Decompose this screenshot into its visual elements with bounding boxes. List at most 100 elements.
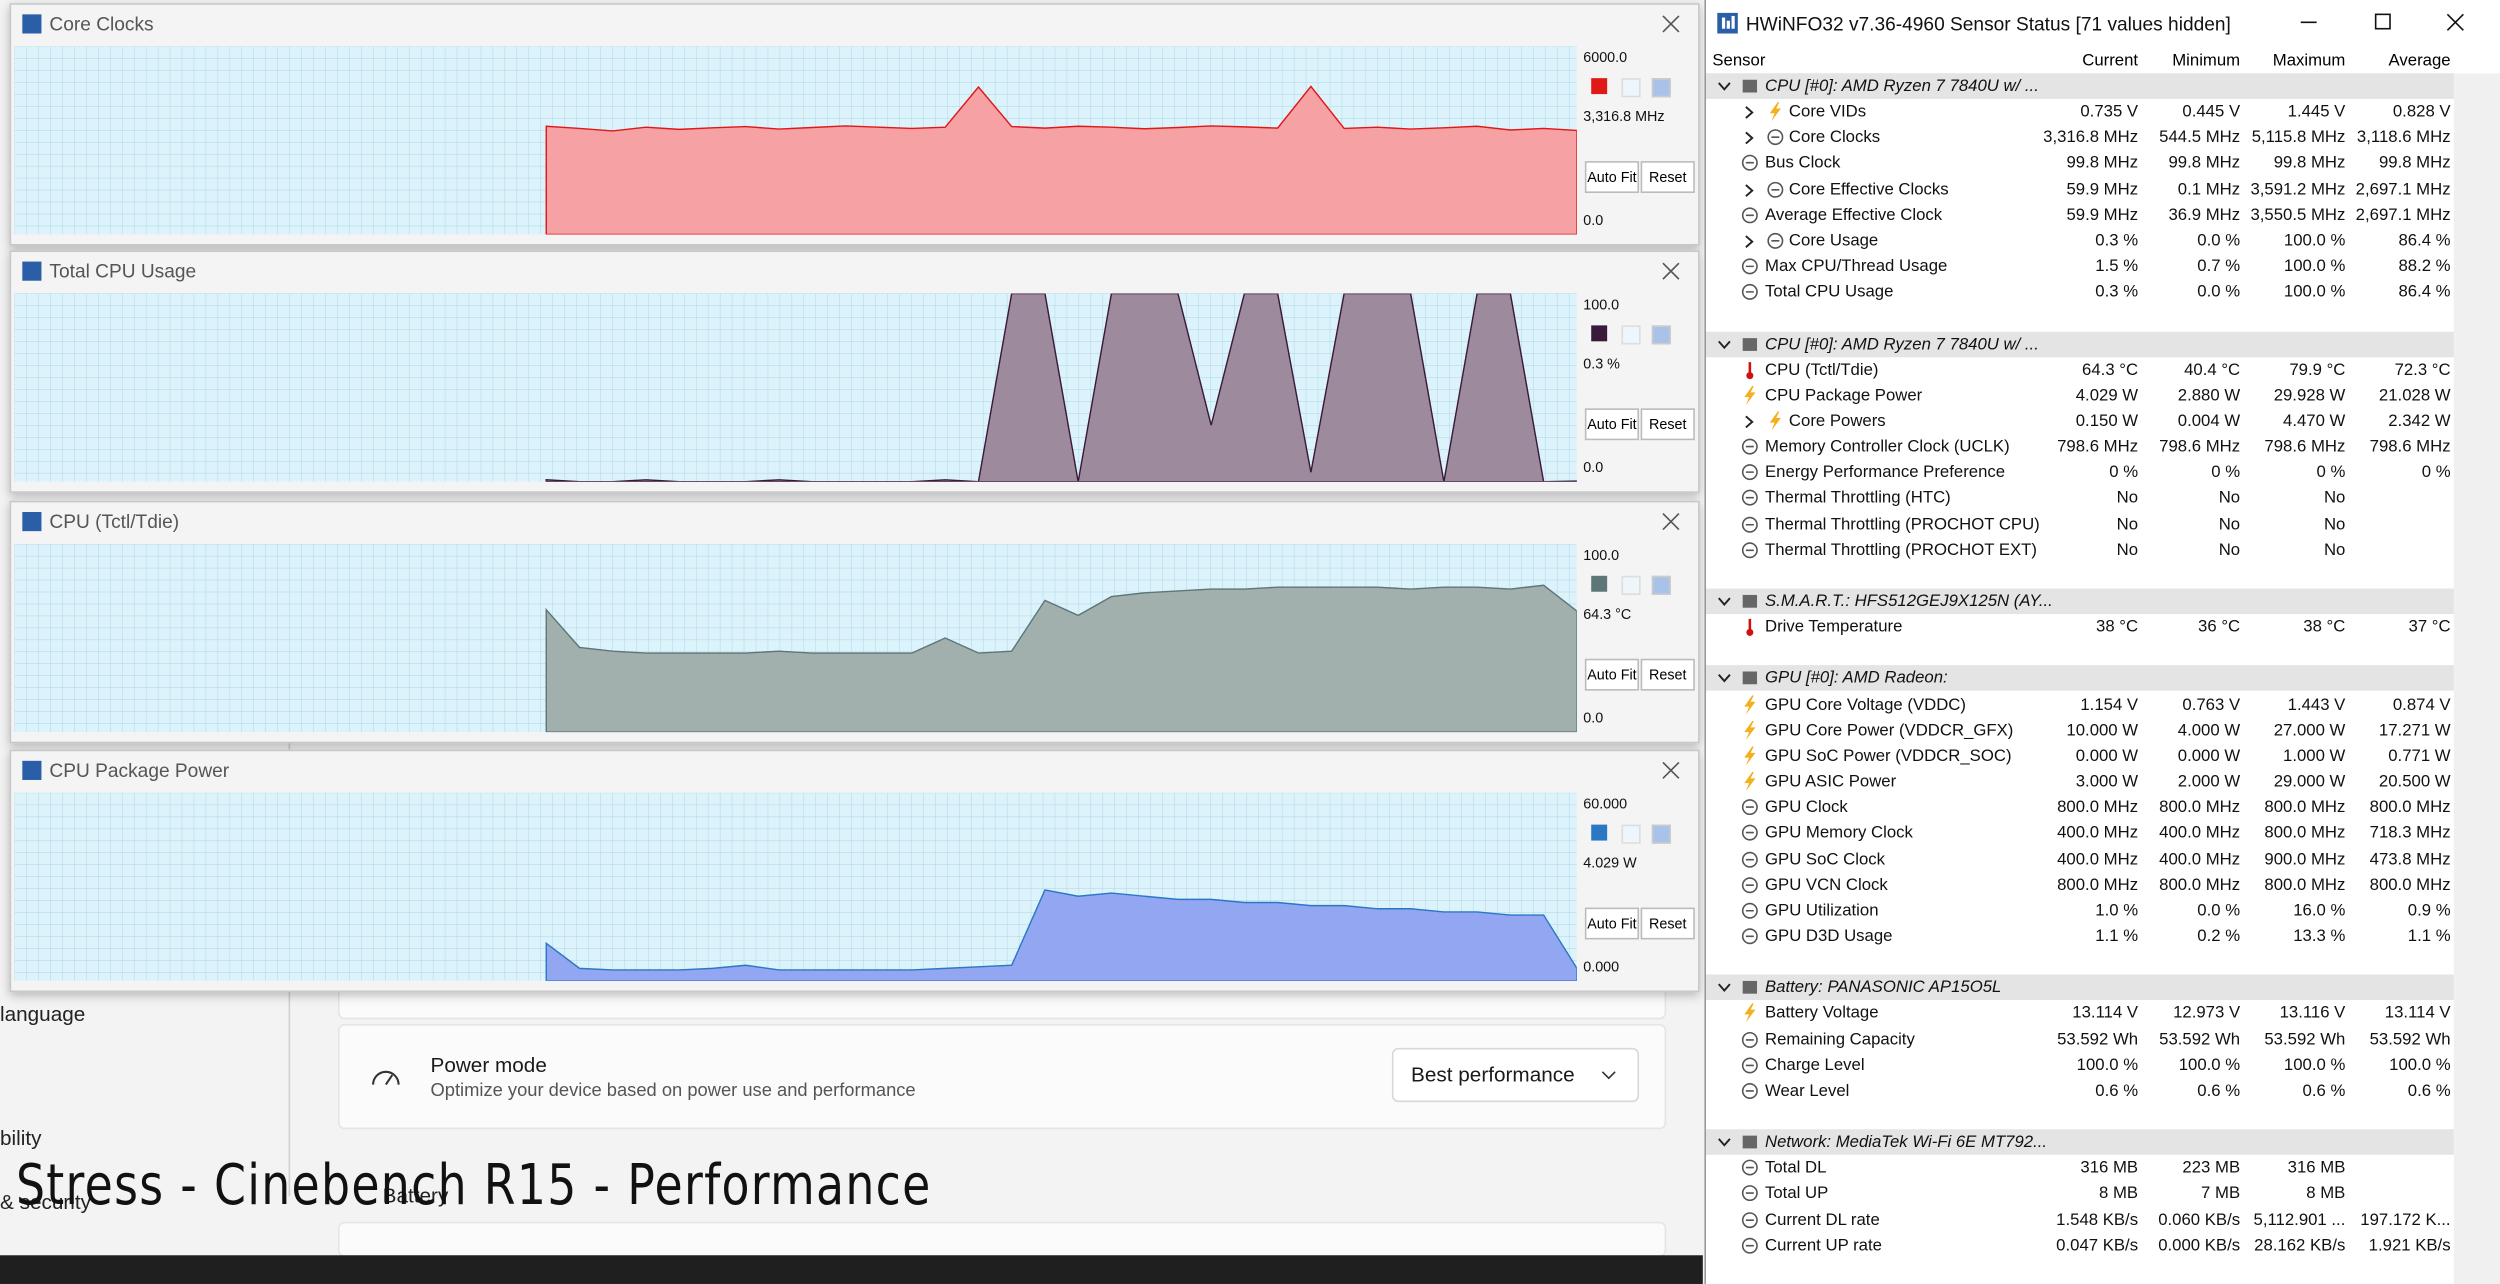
sensor-label: Core Usage <box>1788 231 1879 251</box>
window-controls[interactable] <box>2296 10 2495 36</box>
expand-toggle[interactable] <box>1743 415 1757 429</box>
window-title: CPU (Tctl/Tdie) <box>49 510 180 533</box>
expand-toggle[interactable] <box>1743 234 1757 248</box>
gauge-icon <box>1741 1160 1758 1176</box>
column-title: Minimum <box>2172 51 2241 71</box>
expand-toggle[interactable] <box>1717 672 1731 686</box>
sensor-row: Current UP rate 0.047 KB/s 0.000 KB/s 28.16… <box>1706 1233 2454 1259</box>
sensor-value: 0.047 KB/s <box>2056 1235 2139 1255</box>
scale-max: 6000.0 <box>1583 49 1628 66</box>
scale-max: 100.0 <box>1583 296 1620 313</box>
bolt <box>1744 746 1756 766</box>
sensor-value: 3,591.2 MHz <box>2250 179 2346 199</box>
sensor-value: 0.445 V <box>2182 102 2241 122</box>
sensor-value: 17.271 W <box>2378 720 2451 740</box>
auto-fit-button[interactable]: Auto Fit <box>1584 658 1640 691</box>
close-button[interactable] <box>1661 262 1680 281</box>
graph-window: CPU (Tctl/Tdie) 100.0 64.3 °C Auto Fit Reset… <box>9 500 1700 744</box>
window-icon <box>22 261 42 281</box>
sensor-row: Charge Level 100.0 % 100.0 % 100.0 % 100.0 % <box>1706 1052 2454 1078</box>
sensor-value: 800.0 MHz <box>2159 875 2241 895</box>
scale-min: 0.0 <box>1583 459 1604 476</box>
expand-toggle[interactable] <box>1717 981 1731 995</box>
reset-button[interactable]: Reset <box>1640 408 1695 441</box>
sensor-value: 86.4 % <box>2398 231 2451 251</box>
gauge-icon <box>372 1070 400 1086</box>
sensor-row: Core Clocks 3,316.8 MHz 544.5 MHz 5,115.8 M… <box>1706 125 2454 151</box>
bolt-icon <box>1769 411 1781 431</box>
auto-fit-button[interactable]: Auto Fit <box>1584 161 1640 193</box>
sensor-value: 1.445 V <box>2287 102 2346 122</box>
sensor-row: Wear Level 0.6 % 0.6 % 0.6 % 0.6 % <box>1706 1078 2454 1104</box>
sensor-value: 13.3 % <box>2293 926 2346 946</box>
expand-toggle[interactable] <box>1743 105 1757 119</box>
gauge-icon <box>1741 876 1758 893</box>
nav-item[interactable]: bility <box>0 1126 42 1150</box>
scrollbar[interactable] <box>2453 73 2500 1284</box>
sensor-value: 28.162 KB/s <box>2254 1235 2346 1255</box>
sensor-value: 72.3 °C <box>2394 359 2451 380</box>
nav-item[interactable]: language <box>0 1001 86 1026</box>
dropdown[interactable]: Best performance <box>1391 1047 1640 1103</box>
graph-plot <box>14 792 1577 981</box>
window-icon <box>22 14 42 34</box>
swatch <box>1651 824 1671 844</box>
expand-toggle[interactable] <box>1743 183 1757 197</box>
sensor-value: 798.6 MHz <box>2159 437 2241 457</box>
sensor-label: Core Clocks <box>1788 128 1881 148</box>
reset-button[interactable]: Reset <box>1640 907 1695 940</box>
expand-toggle[interactable] <box>1717 80 1731 94</box>
close-button[interactable] <box>1661 14 1680 33</box>
sensor-value: 900.0 MHz <box>2264 849 2346 869</box>
sensor-value: 0.874 V <box>2392 694 2451 714</box>
sensor-label: Charge Level <box>1765 1055 1865 1075</box>
sensor-row: GPU D3D Usage 1.1 % 0.2 % 13.3 % 1.1 % <box>1706 923 2454 949</box>
close-button[interactable] <box>1661 512 1680 531</box>
chip-icon <box>1742 594 1758 608</box>
sensor-value: No <box>2116 488 2139 508</box>
sensor-value: 5,115.8 MHz <box>2251 128 2346 148</box>
close-glyph <box>1662 513 1680 531</box>
close-button[interactable] <box>1661 761 1680 780</box>
gauge-icon <box>1741 155 1758 172</box>
window-title: HWiNFO32 v7.36-4960 Sensor Status [71 va… <box>1745 12 2231 36</box>
bolt-icon <box>1744 385 1756 405</box>
chevron <box>1745 106 1754 119</box>
gauge-icon <box>1741 1185 1758 1202</box>
auto-fit-button[interactable]: Auto Fit <box>1584 408 1640 441</box>
partial-label: Battery <box>382 1183 449 1208</box>
sensor-value: 400.0 MHz <box>2057 849 2139 869</box>
expand-toggle[interactable] <box>1717 337 1731 351</box>
sensor-label: GPU Utilization <box>1765 900 1879 920</box>
expand-toggle[interactable] <box>1717 1136 1731 1150</box>
sensor-row: Drive Temperature 38 °C 36 °C 38 °C 37 °C <box>1706 614 2454 640</box>
sensor-value: 20.500 W <box>2378 772 2451 792</box>
sensor-value: 40.4 °C <box>2184 359 2241 380</box>
expand-toggle[interactable] <box>1717 595 1731 609</box>
reset-button[interactable]: Reset <box>1640 161 1695 193</box>
auto-fit-button[interactable]: Auto Fit <box>1584 907 1640 940</box>
sensor-value: 0.6 % <box>2197 1081 2241 1101</box>
chevron <box>1718 1138 1731 1147</box>
sensor-value: 2.880 W <box>2177 385 2241 405</box>
sensor-value: 100.0 % <box>2283 256 2346 277</box>
sensor-value: 100.0 % <box>2283 231 2346 251</box>
reset-button[interactable]: Reset <box>1640 658 1695 691</box>
window-title: Total CPU Usage <box>49 259 197 283</box>
sensor-value: 0.000 W <box>2177 746 2241 766</box>
current-value: 64.3 °C <box>1583 606 1632 623</box>
card-title: Power mode <box>430 1052 547 1077</box>
close-glyph <box>1662 761 1680 779</box>
bolt <box>1744 694 1756 714</box>
chevron <box>1718 82 1731 91</box>
sensor-value: 10.000 W <box>2066 720 2139 740</box>
caption: Stress - Cinebench R15 - Performance <box>15 1154 932 1219</box>
bolt-icon <box>1744 694 1756 714</box>
sensor-value: 13.114 V <box>2072 1003 2139 1024</box>
color-swatch <box>1591 325 1608 342</box>
nav-item[interactable]: & security <box>0 1189 92 1214</box>
gauge-icon <box>1741 928 1758 945</box>
expand-toggle[interactable] <box>1743 131 1757 145</box>
sensor-label: Thermal Throttling (PROCHOT EXT) <box>1765 540 2037 560</box>
sensor-value: 100.0 % <box>2076 1055 2139 1075</box>
